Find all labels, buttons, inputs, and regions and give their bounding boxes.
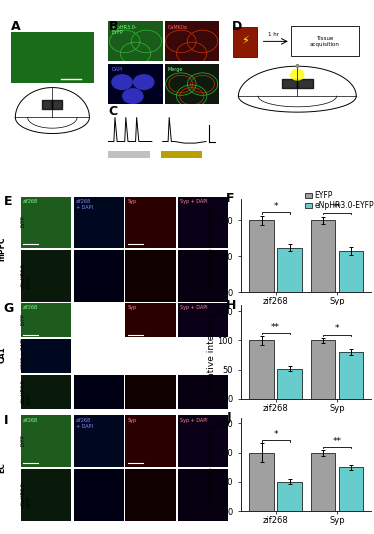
Circle shape xyxy=(291,69,304,80)
Text: CA1: CA1 xyxy=(0,347,6,364)
Text: zif268: zif268 xyxy=(23,199,38,204)
Text: EYFP: EYFP xyxy=(21,435,25,446)
Text: Merge: Merge xyxy=(167,67,183,72)
Text: **: ** xyxy=(271,323,280,332)
Text: F: F xyxy=(226,192,235,205)
Text: eNpHR3.0-
EYFP: eNpHR3.0- EYFP xyxy=(21,481,31,507)
Text: EC: EC xyxy=(0,462,6,473)
Text: zif268: zif268 xyxy=(23,418,38,423)
Text: J: J xyxy=(226,411,231,424)
Bar xyxy=(338,352,363,399)
Text: DAPI: DAPI xyxy=(111,67,123,72)
Bar xyxy=(338,251,363,292)
Text: 1 hr: 1 hr xyxy=(268,33,279,37)
Y-axis label: Relative intensity: Relative intensity xyxy=(207,312,216,392)
FancyBboxPatch shape xyxy=(233,27,257,57)
Text: Tissue
acquisition: Tissue acquisition xyxy=(310,36,340,47)
Text: CaMKIIα: CaMKIIα xyxy=(167,25,187,29)
Text: Syp: Syp xyxy=(128,199,137,204)
Text: zif268
+ DAPI: zif268 + DAPI xyxy=(76,418,93,429)
Text: zif268: zif268 xyxy=(23,305,38,310)
Text: I: I xyxy=(4,414,8,427)
Text: eNpHR3.0-
EYFP: eNpHR3.0- EYFP xyxy=(111,25,138,35)
Text: **: ** xyxy=(332,437,341,445)
Text: C: C xyxy=(108,105,117,118)
Bar xyxy=(277,368,302,399)
Text: EYFP: EYFP xyxy=(21,216,25,227)
Text: *: * xyxy=(335,325,339,333)
Text: **: ** xyxy=(332,202,341,211)
Bar xyxy=(249,453,274,511)
Text: B: B xyxy=(108,20,118,33)
Bar xyxy=(277,482,302,511)
Bar xyxy=(311,341,335,399)
Circle shape xyxy=(122,88,144,104)
Text: H: H xyxy=(226,299,237,312)
Text: Syp: Syp xyxy=(128,418,137,423)
Text: zif268
+ DAPI: zif268 + DAPI xyxy=(76,199,93,210)
Text: *: * xyxy=(273,202,278,211)
Text: eNpHR3.0-
EYFP: eNpHR3.0- EYFP xyxy=(21,262,31,288)
Text: G: G xyxy=(4,302,14,315)
Text: E: E xyxy=(4,195,12,208)
Text: *: * xyxy=(273,430,278,439)
Circle shape xyxy=(133,74,154,90)
Text: Syp + DAPI: Syp + DAPI xyxy=(180,199,208,204)
Text: Syp: Syp xyxy=(128,305,137,310)
Bar xyxy=(277,248,302,292)
Text: zif268 + DAPI: zif268 + DAPI xyxy=(21,339,25,372)
Y-axis label: Relative intensity: Relative intensity xyxy=(207,206,216,285)
FancyBboxPatch shape xyxy=(291,26,359,57)
Text: EYFP: EYFP xyxy=(21,313,25,325)
Bar xyxy=(311,453,335,511)
Y-axis label: Relative intensity: Relative intensity xyxy=(207,425,216,504)
Bar xyxy=(338,467,363,511)
Text: A: A xyxy=(11,20,21,33)
Text: D: D xyxy=(232,20,242,33)
Bar xyxy=(249,220,274,292)
Bar xyxy=(311,220,335,292)
Text: Syp + DAPI: Syp + DAPI xyxy=(180,418,208,423)
Text: ⚡: ⚡ xyxy=(241,36,249,46)
Text: mPFC: mPFC xyxy=(0,236,6,261)
Circle shape xyxy=(111,74,133,90)
Text: eNpHR3.0-
EYFP: eNpHR3.0- EYFP xyxy=(21,378,31,404)
Bar xyxy=(249,341,274,399)
Text: Syp + DAPI: Syp + DAPI xyxy=(180,305,208,310)
Legend: EYFP, eNpHR3.0-EYFP: EYFP, eNpHR3.0-EYFP xyxy=(305,191,374,210)
